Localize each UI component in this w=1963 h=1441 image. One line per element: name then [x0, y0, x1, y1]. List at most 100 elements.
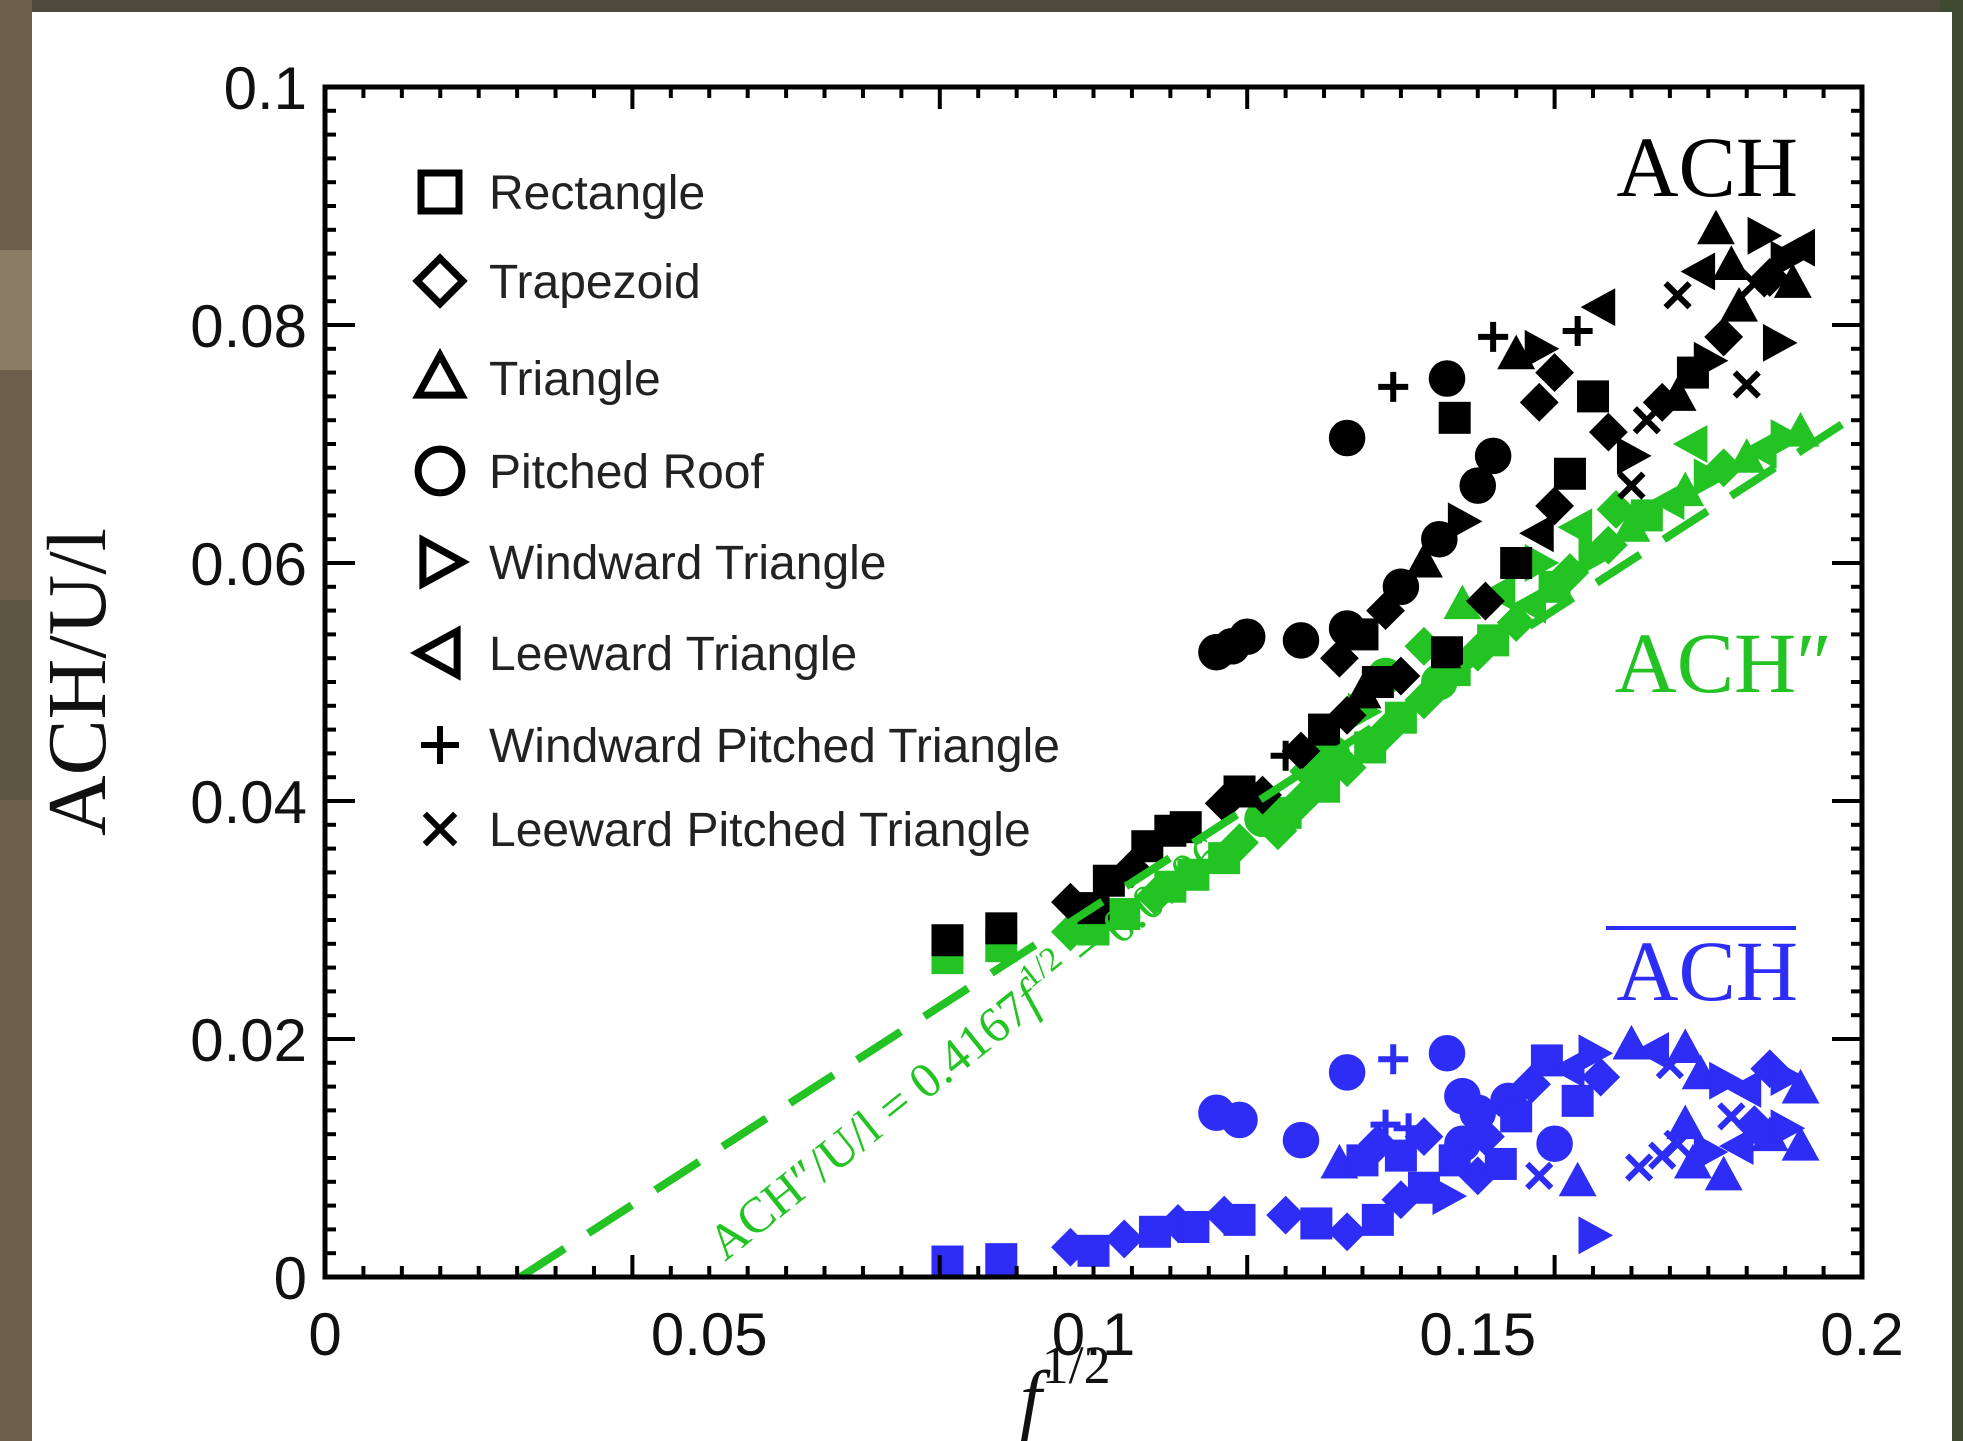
ach_bar-point-triangle-up — [1666, 1028, 1705, 1064]
ach_bar-point-square — [1484, 1147, 1517, 1180]
x-axis-label-exponent: 1/2 — [1042, 1335, 1111, 1395]
ach_pp-point-triangle-left — [1511, 585, 1547, 624]
ach-point-triangle-right — [1693, 341, 1729, 380]
ach_bar-point-triangle-right — [1578, 1034, 1614, 1073]
legend-item: Rectangle — [417, 167, 705, 220]
ach-point-cross — [1617, 471, 1646, 500]
ach_bar-point-triangle-left — [1726, 1070, 1762, 1108]
ach_bar-point-cross — [1717, 1102, 1746, 1131]
ach-point-circle — [1328, 610, 1366, 647]
x-tick-labels: 0 0.05 0.1 0.15 0.2 — [308, 1301, 1903, 1368]
legend-label: Leeward Pitched Triangle — [489, 804, 1031, 857]
ach-point-square — [1553, 457, 1586, 490]
ach-point-plus — [1478, 321, 1509, 352]
y-tick-label: 0.04 — [190, 769, 307, 836]
ach_bar-point-diamond — [1404, 1117, 1444, 1156]
legend-label: Pitched Roof — [489, 446, 764, 499]
x-tick-label: 0 — [308, 1301, 341, 1368]
ach_pp-point-triangle-left — [1557, 508, 1593, 547]
ach-point-circle — [1382, 568, 1420, 606]
series-ach — [931, 209, 1816, 957]
ach-point-triangle-left — [1580, 288, 1616, 327]
y-tick-label: 0.06 — [190, 531, 307, 598]
ach-point-diamond — [1381, 656, 1421, 696]
fit-line — [518, 408, 1865, 1281]
ach_bar-point-cross — [1625, 1153, 1654, 1182]
ach-point-triangle-up — [1720, 287, 1758, 322]
data-points — [931, 209, 1820, 1278]
ach-point-circle — [1474, 437, 1512, 475]
ach-point-triangle-up — [1773, 263, 1812, 298]
legend-marker-triangle-right-icon — [419, 534, 471, 590]
ach_bar-point-triangle-right — [1578, 1216, 1614, 1255]
ach-point-diamond — [1466, 581, 1505, 621]
x-tick-label: 0.2 — [1820, 1301, 1903, 1368]
legend-item: Pitched Roof — [414, 445, 764, 499]
ach-point-triangle-left — [1780, 228, 1816, 267]
ach-point-cross — [1663, 281, 1692, 310]
ach-point-triangle-right — [1762, 323, 1798, 362]
ach-point-circle — [1282, 622, 1320, 659]
series-label-ach: ACH — [1616, 119, 1798, 215]
ach_pp-point-square — [1177, 858, 1210, 891]
legend-marker-diamond-icon — [412, 253, 468, 309]
ach_bar-point-triangle-right — [1432, 1177, 1468, 1216]
ach_bar-point-circle — [1282, 1121, 1320, 1159]
x-tick-label: 0.15 — [1419, 1301, 1536, 1368]
ach-point-cross — [1732, 370, 1761, 399]
legend-marker-square-icon — [417, 169, 463, 215]
ach_pp-point-square — [1630, 499, 1663, 532]
ach_bar-point-diamond — [1327, 1212, 1367, 1252]
ach-point-diamond — [1535, 353, 1575, 393]
ach_bar-point-diamond — [1581, 1057, 1621, 1097]
ach_bar-point-circle — [1221, 1101, 1258, 1139]
ach_pp-point-triangle-up — [1781, 412, 1820, 447]
ach-point-square — [1438, 401, 1471, 434]
y-tick-labels: 0 0.02 0.04 0.06 0.08 0.1 — [190, 55, 307, 1312]
ach-point-triangle-up — [1658, 376, 1697, 411]
ach_pp-point-triangle-left — [1672, 425, 1708, 463]
ach-point-circle — [1459, 467, 1496, 504]
ach-point-triangle-up — [1712, 245, 1751, 280]
ach-point-circle — [1328, 419, 1366, 457]
legend-item: Windward Pitched Triangle — [421, 720, 1060, 773]
ach_bar-point-diamond — [1466, 1117, 1505, 1156]
ach_bar-point-triangle-up — [1704, 1155, 1743, 1191]
ach_bar-point-square — [1500, 1100, 1533, 1133]
legend-label: Windward Triangle — [489, 537, 887, 590]
ach_bar-point-triangle-up — [1558, 1161, 1597, 1197]
ach_bar-point-circle — [1444, 1077, 1481, 1115]
ach-point-triangle-right — [1616, 436, 1652, 475]
ach_bar-point-triangle-right — [1770, 1109, 1806, 1148]
ach_bar-point-triangle-up — [1781, 1068, 1820, 1104]
ach_bar-point-square — [1361, 1203, 1394, 1236]
ach_bar-point-triangle-right — [1693, 1133, 1729, 1171]
ach-point-diamond — [1535, 486, 1575, 526]
ach_bar-point-square — [985, 1243, 1018, 1276]
y-tick-label: 0.08 — [190, 293, 307, 360]
legend-item: Trapezoid — [412, 253, 701, 309]
ach_pp-point-square — [1108, 898, 1141, 931]
ach-point-square — [1577, 380, 1610, 413]
ach_pp-point-diamond — [1220, 823, 1259, 863]
legend-label: Trapezoid — [489, 256, 701, 309]
ach_bar-point-square — [1561, 1084, 1594, 1117]
legend: Rectangle Trapezoid Triangle Pitched Roof Wi… — [409, 167, 1060, 857]
ach_bar-point-square — [1177, 1211, 1210, 1244]
ach-point-circle — [1428, 360, 1466, 397]
ach-point-square — [1500, 547, 1533, 579]
ach-point-triangle-up — [1697, 209, 1735, 245]
ach_bar-point-circle — [1328, 1054, 1366, 1091]
ach-point-square — [1092, 864, 1125, 897]
legend-item: Triangle — [412, 347, 661, 406]
y-tick-label: 0.02 — [190, 1007, 307, 1074]
axis-ticks — [323, 85, 1864, 1279]
ach_bar-point-triangle-left — [1718, 1127, 1754, 1166]
y-axis-label: ACH/U/l — [31, 528, 124, 836]
ach-point-square — [1169, 811, 1202, 844]
ach_bar-point-square — [1223, 1203, 1256, 1236]
ach_bar-point-diamond — [1266, 1195, 1306, 1235]
ach_pp-point-diamond — [1258, 811, 1298, 851]
ach_bar-point-triangle-up — [1666, 1104, 1705, 1140]
